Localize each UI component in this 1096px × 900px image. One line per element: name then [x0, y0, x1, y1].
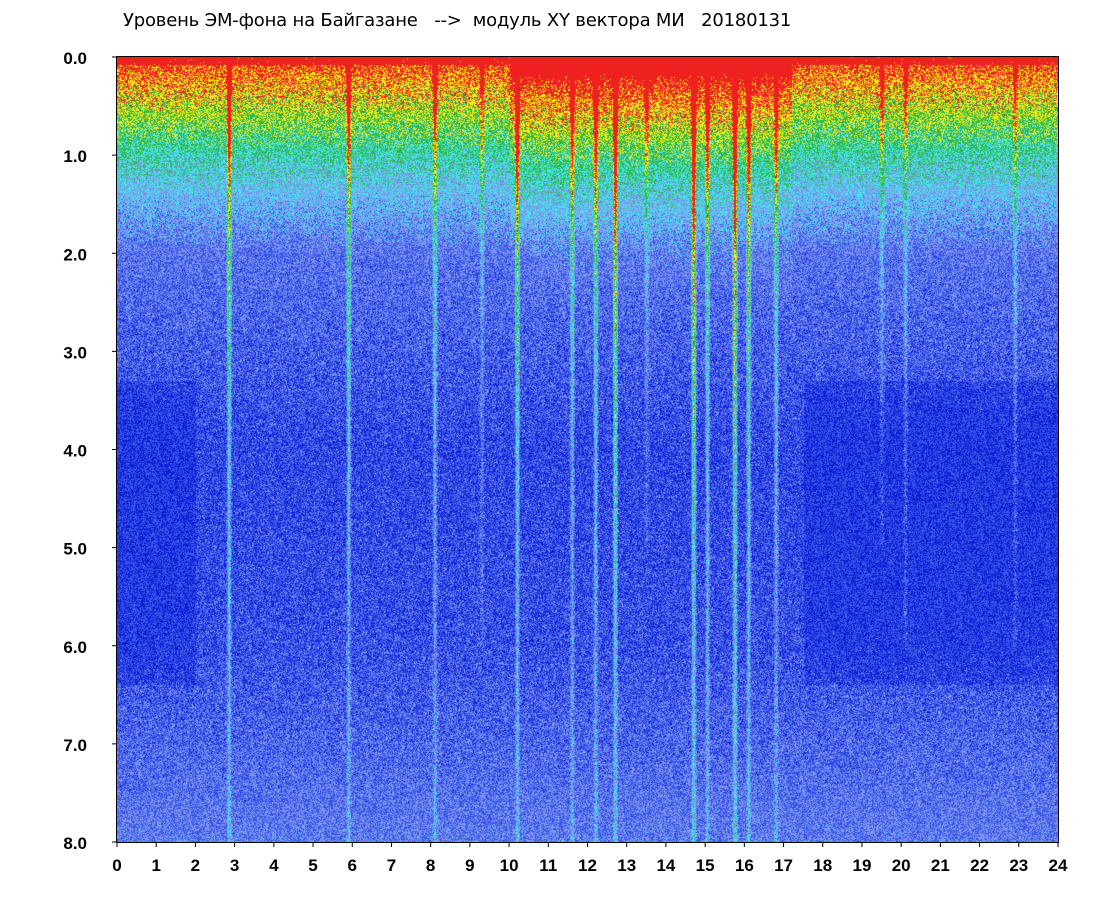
x-tick-label: 0: [112, 856, 121, 875]
x-tick-label: 18: [813, 856, 832, 875]
x-tick-label: 2: [191, 856, 200, 875]
x-tick-label: 6: [348, 856, 357, 875]
x-tick-label: 1: [151, 856, 160, 875]
x-tick-label: 5: [308, 856, 317, 875]
x-tick-label: 8: [426, 856, 435, 875]
x-tick-label: 14: [656, 856, 675, 875]
y-tick-label: 4.0: [63, 442, 87, 461]
x-tick-label: 13: [617, 856, 636, 875]
x-tick-label: 3: [230, 856, 239, 875]
x-tick-label: 17: [774, 856, 793, 875]
x-tick-label: 15: [696, 856, 715, 875]
y-tick-label: 3.0: [63, 343, 87, 362]
x-tick-label: 12: [578, 856, 597, 875]
x-tick-label: 21: [931, 856, 950, 875]
y-tick-label: 8.0: [63, 834, 87, 853]
x-tick-label: 19: [852, 856, 871, 875]
x-tick-label: 20: [892, 856, 911, 875]
y-tick-label: 0.0: [63, 49, 87, 68]
x-tick-label: 16: [735, 856, 754, 875]
y-tick-label: 6.0: [63, 638, 87, 657]
chart-title: Уровень ЭМ-фона на Байгазане --> модуль …: [123, 10, 792, 31]
x-tick-label: 23: [1009, 856, 1028, 875]
x-tick-label: 10: [500, 856, 519, 875]
axis-ticks: 0 1 2 3 4 5 6 7 8 9 10 11 12 13 14 15 16 17 18 19 20 21 22 23 24…: [63, 49, 1068, 875]
x-tick-label: 4: [269, 856, 279, 875]
x-tick-label: 7: [387, 856, 396, 875]
y-tick-label: 7.0: [63, 736, 87, 755]
x-tick-label: 11: [539, 856, 557, 875]
heatmap-plot-area: [117, 57, 1058, 842]
y-tick-label: 5.0: [63, 540, 87, 559]
y-tick-label: 2.0: [63, 245, 87, 264]
x-tick-label: 22: [970, 856, 989, 875]
x-tick-label: 24: [1049, 856, 1068, 875]
x-tick-label: 9: [465, 856, 474, 875]
y-tick-label: 1.0: [63, 147, 87, 166]
